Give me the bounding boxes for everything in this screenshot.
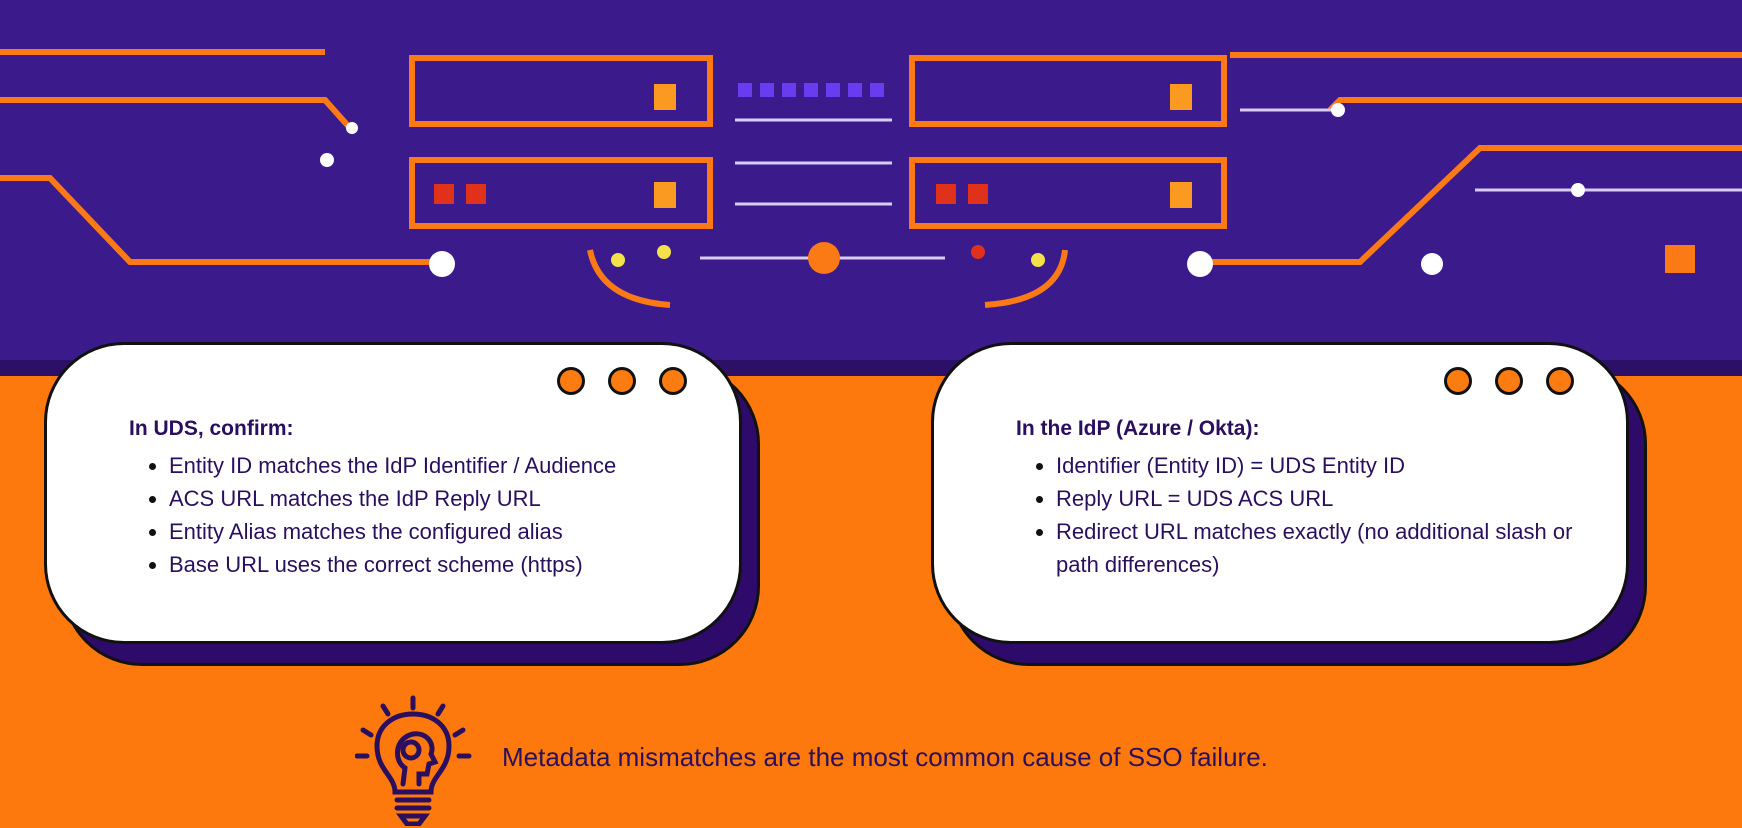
circuit-illustration	[0, 49, 1742, 308]
list-item: Entity ID matches the IdP Identifier / A…	[169, 449, 616, 482]
dot-icon	[1546, 367, 1574, 395]
list-item: Entity Alias matches the configured alia…	[169, 515, 616, 548]
window-dots	[1444, 367, 1574, 395]
list-item: Reply URL = UDS ACS URL	[1056, 482, 1576, 515]
dot-icon	[1495, 367, 1523, 395]
card-window: In UDS, confirm: Entity ID matches the I…	[44, 342, 742, 644]
list-item: Redirect URL matches exactly (no additio…	[1056, 515, 1576, 581]
dot-icon	[557, 367, 585, 395]
checklist: Identifier (Entity ID) = UDS Entity ID R…	[1016, 449, 1576, 581]
lightbulb-brain-icon	[355, 695, 472, 826]
checklist: Entity ID matches the IdP Identifier / A…	[129, 449, 616, 581]
uds-checklist-card: In UDS, confirm: Entity ID matches the I…	[44, 342, 760, 666]
dot-icon	[1444, 367, 1472, 395]
card-heading: In the IdP (Azure / Okta):	[1016, 417, 1260, 440]
tip-text: Metadata mismatches are the most common …	[502, 742, 1268, 772]
dot-icon	[659, 367, 687, 395]
list-item: Identifier (Entity ID) = UDS Entity ID	[1056, 449, 1576, 482]
idp-checklist-card: In the IdP (Azure / Okta): Identifier (E…	[931, 342, 1647, 666]
card-heading: In UDS, confirm:	[129, 417, 294, 440]
list-item: Base URL uses the correct scheme (https)	[169, 548, 616, 581]
list-item: ACS URL matches the IdP Reply URL	[169, 482, 616, 515]
dot-icon	[608, 367, 636, 395]
card-window: In the IdP (Azure / Okta): Identifier (E…	[931, 342, 1629, 644]
circuit-banner	[0, 0, 1742, 376]
window-dots	[557, 367, 687, 395]
